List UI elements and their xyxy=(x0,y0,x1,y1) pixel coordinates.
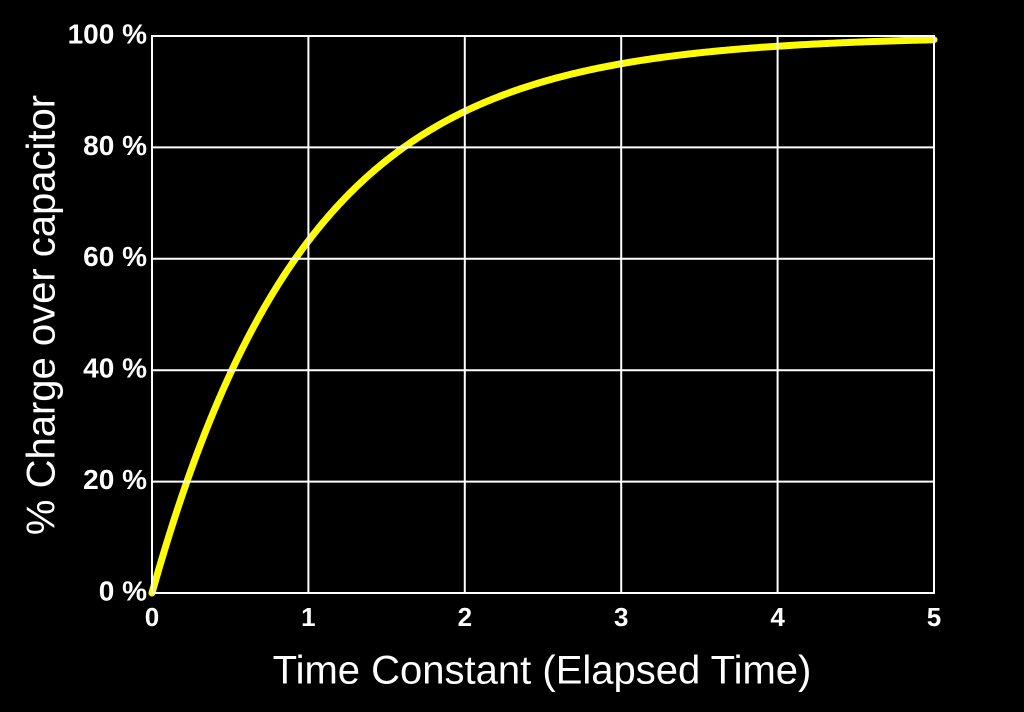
svg-text:1: 1 xyxy=(301,602,315,632)
svg-text:3: 3 xyxy=(614,602,628,632)
svg-text:2: 2 xyxy=(458,602,472,632)
svg-text:0 %: 0 % xyxy=(99,575,147,606)
svg-text:40 %: 40 % xyxy=(83,353,147,384)
svg-text:100 %: 100 % xyxy=(68,18,147,49)
svg-text:4: 4 xyxy=(770,602,785,632)
svg-text:5: 5 xyxy=(927,602,941,632)
svg-text:20 %: 20 % xyxy=(83,464,147,495)
svg-text:80 %: 80 % xyxy=(83,130,147,161)
svg-text:0: 0 xyxy=(145,602,159,632)
svg-text:60 %: 60 % xyxy=(83,241,147,272)
